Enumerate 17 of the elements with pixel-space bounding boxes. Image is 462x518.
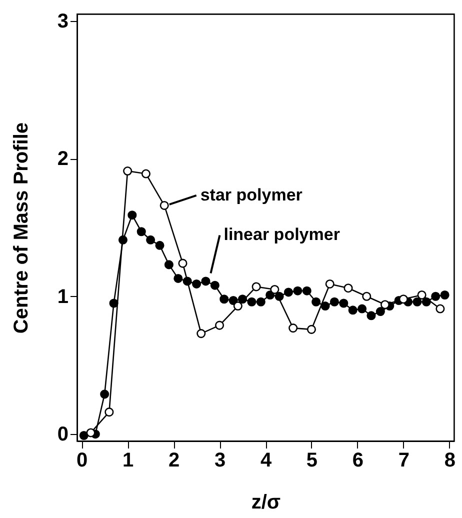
x-tick-label: 4: [260, 450, 272, 472]
x-tick-label: 7: [398, 450, 410, 472]
y-tick-label: 2: [57, 148, 68, 170]
legend-label: star polymer: [200, 185, 303, 204]
x-tick-label: 5: [306, 450, 318, 472]
x-tick-label: 3: [214, 450, 226, 472]
x-tick-label: 2: [168, 450, 180, 472]
y-tick-label: 0: [57, 424, 68, 446]
x-tick-label: 8: [444, 450, 456, 472]
y-tick-label: 3: [57, 10, 68, 32]
x-tick-label: 6: [352, 450, 364, 472]
y-tick-label: 1: [57, 286, 68, 308]
x-tick-label: 0: [76, 450, 88, 472]
x-tick-label: 1: [122, 450, 134, 472]
y-axis-title: Centre of Mass Profile: [10, 122, 32, 334]
x-axis-title: z/σ: [251, 492, 281, 514]
text: linear polymer: [224, 225, 340, 244]
